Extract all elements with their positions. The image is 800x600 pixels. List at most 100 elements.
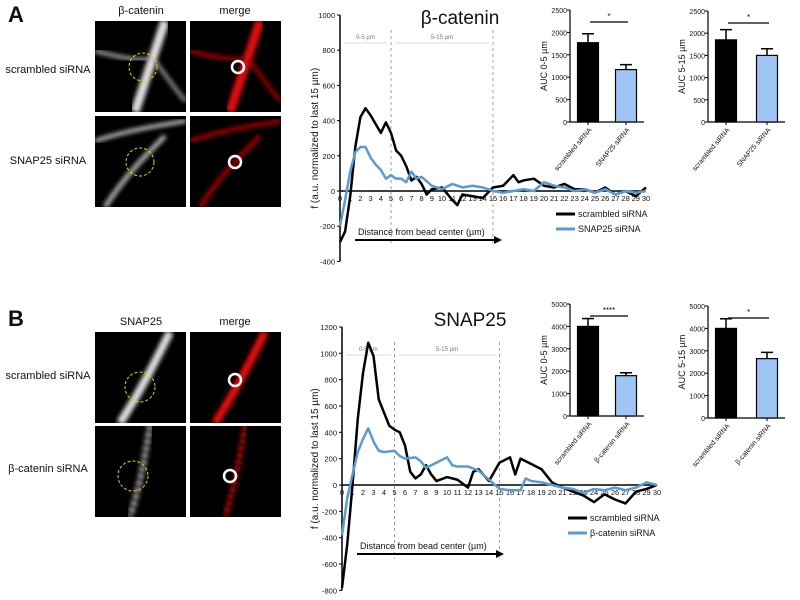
x-tick-label: 18	[519, 194, 527, 203]
significance-marker: *	[747, 13, 750, 22]
y-tick-label: 800	[322, 46, 335, 55]
bar-knockdown	[614, 375, 638, 417]
series-line-scrambled	[338, 107, 647, 243]
y-tick-label: 400	[324, 428, 337, 437]
x-tick-label: 7	[413, 488, 417, 497]
x-tick-label: 6	[399, 194, 403, 203]
chart-title: SNAP25	[434, 310, 507, 331]
legend-label: scrambled siRNA	[578, 209, 648, 219]
y-axis-label: f (a.u. normalized to last 15 µm)	[310, 388, 321, 529]
y-tick-label: 0	[331, 187, 335, 196]
x-tick-label: 12	[458, 194, 466, 203]
y-tick-label: 200	[324, 455, 337, 464]
y-tick-label: 0	[701, 416, 705, 423]
x-tick-label: scrambled siRNA	[691, 423, 731, 469]
y-tick-label: 1000	[318, 11, 335, 20]
x-tick-label: 3	[369, 194, 373, 203]
x-axis-label: Distance from bead center (µm)	[358, 227, 485, 237]
bar-knockdown	[755, 358, 779, 419]
x-tick-label: 17	[509, 194, 517, 203]
x-tick-label: 29	[642, 488, 650, 497]
x-tick-label: 28	[621, 194, 629, 203]
column-header: SNAP25	[119, 316, 163, 328]
x-tick-label: 13	[468, 194, 476, 203]
y-tick-label: -800	[322, 586, 337, 595]
series-line-knockdown	[340, 427, 658, 536]
x-tick-label: 30	[642, 194, 650, 203]
y-tick-label: 2500	[551, 8, 567, 15]
y-tick-label: 4000	[689, 326, 705, 333]
panel-label-b: B	[8, 306, 24, 331]
micrograph-merge	[190, 332, 281, 423]
y-tick-label: 1000	[689, 394, 705, 401]
y-tick-label: 1500	[551, 53, 567, 60]
micrograph-merge	[190, 116, 281, 207]
row-label: scrambled siRNA	[5, 370, 91, 382]
x-tick-label: 23	[570, 194, 578, 203]
x-tick-label: 19	[530, 194, 538, 203]
y-tick-label: -400	[320, 257, 335, 266]
x-tick-label: 9	[434, 488, 438, 497]
x-tick-label: 8	[420, 194, 424, 203]
legend-label: SNAP25 siRNA	[578, 224, 641, 234]
y-tick-label: 0	[701, 120, 705, 127]
x-tick-label: 12	[464, 488, 472, 497]
x-tick-label: 25	[591, 194, 599, 203]
y-tick-label: 2000	[689, 371, 705, 378]
x-tick-label: 26	[601, 194, 609, 203]
x-tick-label: 27	[611, 194, 619, 203]
x-tick-label: β-catenin siRNA	[594, 421, 632, 465]
x-tick-label: scrambled siRNA	[691, 127, 731, 173]
x-tick-label: 24	[581, 194, 589, 203]
y-tick-label: 2000	[551, 369, 567, 376]
y-tick-label: 1500	[689, 53, 705, 60]
legend-label: β-catenin siRNA	[590, 528, 655, 538]
y-tick-label: -600	[322, 560, 337, 569]
y-tick-label: 2000	[689, 31, 705, 38]
bar-knockdown	[755, 54, 779, 123]
region-label: 0-5 µm	[356, 35, 375, 41]
column-header: β-catenin	[118, 5, 164, 17]
y-tick-label: 800	[324, 376, 337, 385]
row-label: scrambled siRNA	[5, 64, 91, 76]
x-tick-label: 29	[632, 194, 640, 203]
y-tick-label: 2000	[551, 30, 567, 37]
x-tick-label: 0	[338, 194, 342, 203]
x-tick-label: 14	[485, 488, 493, 497]
y-tick-label: 5000	[551, 302, 567, 309]
region-label: 5-15 µm	[431, 35, 453, 41]
y-tick-label: -400	[322, 534, 337, 543]
y-tick-label: -200	[322, 507, 337, 516]
row-label: SNAP25 siRNA	[9, 155, 87, 167]
x-tick-label: 21	[558, 488, 566, 497]
y-tick-label: 1000	[320, 349, 337, 358]
y-tick-label: 600	[324, 402, 337, 411]
y-tick-label: 0	[563, 120, 567, 127]
column-header: merge	[219, 316, 251, 328]
bar-scrambled	[576, 42, 600, 123]
bar-scrambled	[576, 325, 600, 417]
y-axis-label: AUC 0-5 µm	[539, 335, 549, 385]
x-tick-label: 22	[560, 194, 568, 203]
bar-knockdown	[614, 68, 638, 123]
y-tick-label: 4000	[551, 324, 567, 331]
y-tick-label: -200	[320, 222, 335, 231]
y-tick-label: 200	[322, 152, 335, 161]
row-label: β-catenin siRNA	[8, 463, 88, 475]
y-tick-label: 500	[555, 98, 567, 105]
x-tick-label: 17	[516, 488, 524, 497]
significance-marker: ****	[603, 306, 615, 315]
y-axis-label: f (a.u. normalized to last 15 µm)	[310, 68, 321, 209]
x-tick-label: 16	[499, 194, 507, 203]
y-axis-label: AUC 5-15 µm	[677, 335, 687, 390]
x-tick-label: 19	[537, 488, 545, 497]
x-tick-label: 15	[489, 194, 497, 203]
x-tick-label: 16	[506, 488, 514, 497]
x-tick-label: 8	[424, 488, 428, 497]
significance-marker: *	[607, 12, 610, 21]
x-tick-label: scrambled siRNA	[553, 127, 593, 173]
arrow-head-icon	[496, 550, 504, 558]
x-tick-label: 3	[371, 488, 375, 497]
